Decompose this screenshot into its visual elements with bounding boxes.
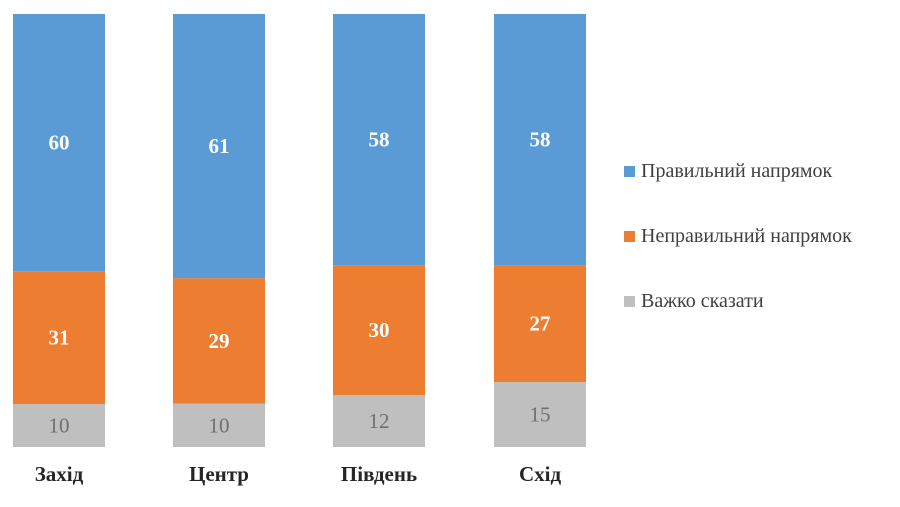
legend-label: Неправильний напрямок — [641, 224, 852, 247]
category-label: Схід — [519, 462, 562, 486]
category-label: Південь — [341, 462, 417, 486]
bar-segment — [494, 265, 586, 383]
data-label: 30 — [369, 318, 390, 342]
data-label: 10 — [209, 413, 230, 437]
legend-label: Важко сказати — [641, 289, 764, 312]
data-label: 31 — [49, 326, 70, 350]
bar-segment — [173, 403, 265, 447]
data-label: 27 — [530, 312, 551, 336]
data-label: 15 — [530, 403, 551, 427]
data-label: 60 — [49, 131, 70, 155]
legend-item: Важко сказати — [624, 286, 900, 316]
bar-segment — [333, 395, 425, 447]
legend-label: Правильний напрямок — [641, 159, 833, 182]
data-label: 12 — [369, 409, 390, 433]
bar-segment — [173, 278, 265, 404]
bar-segment — [173, 14, 265, 279]
legend-item: Правильний напрямок — [624, 156, 900, 186]
legend-swatch — [624, 165, 635, 177]
data-label: 10 — [49, 414, 70, 438]
data-label: 29 — [209, 329, 230, 353]
legend-swatch — [624, 230, 635, 242]
data-label: 58 — [530, 128, 551, 152]
category-label: Центр — [189, 462, 249, 486]
chart-legend: Правильний напрямок Неправильний напрямок… — [624, 156, 900, 351]
category-label: Захід — [35, 462, 84, 486]
bar-segment — [333, 265, 425, 396]
bar-segment — [494, 14, 586, 266]
bar-segment — [13, 404, 105, 447]
bar-segment — [333, 14, 425, 266]
data-label: 58 — [369, 128, 390, 152]
bar-segment — [13, 271, 105, 405]
bar-segment — [13, 14, 105, 272]
bar-segment — [494, 382, 586, 447]
legend-swatch — [624, 295, 635, 307]
legend-item: Неправильний напрямок — [624, 221, 900, 251]
data-label: 61 — [209, 134, 230, 158]
